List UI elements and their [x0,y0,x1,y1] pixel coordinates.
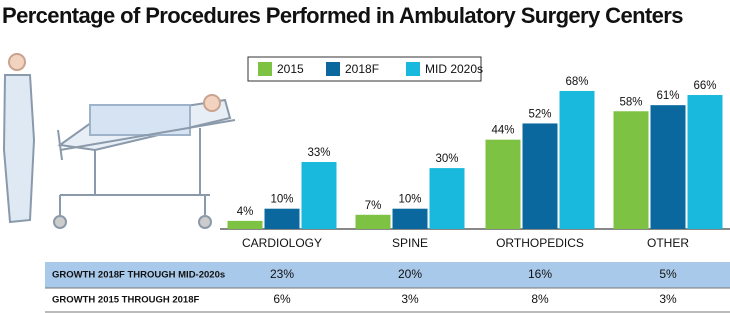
table-cell: 8% [531,292,549,306]
value-label: 66% [693,80,716,92]
bar [301,162,337,229]
legend-swatch [258,62,272,76]
table-cell: 23% [270,267,294,281]
bar [613,111,649,229]
table-cell: 5% [659,267,677,281]
bar [687,95,723,230]
value-label: 68% [565,76,588,88]
value-label: 44% [491,125,514,137]
table-row-label: GROWTH 2018F THROUGH MID-2020s [52,270,225,281]
value-label: 58% [619,96,642,108]
x-tick-label: ORTHOPEDICS [496,236,584,250]
value-label: 33% [307,147,330,159]
legend-swatch [406,62,420,76]
legend-label: MID 2020s [425,62,483,76]
bar [522,123,558,229]
legend-label: 2018F [345,62,379,76]
legend-box [247,56,482,82]
value-label: 10% [270,194,293,206]
x-tick-label: SPINE [392,236,428,250]
value-label: 10% [398,194,421,206]
bar [429,168,465,229]
table-row-bg [220,262,730,288]
table-cell: 3% [401,292,419,306]
table-cell: 3% [659,292,677,306]
value-label: 7% [365,200,382,212]
table-row-label: GROWTH 2015 THROUGH 2018F [52,295,199,306]
table-cell: 20% [398,267,422,281]
bar [264,208,300,229]
value-label: 4% [237,206,254,218]
bar [392,208,428,229]
bar [559,90,595,230]
bar [355,214,391,229]
illustration [2,53,236,229]
value-label: 61% [656,90,679,102]
table-cell: 6% [273,292,291,306]
value-label: 30% [435,153,458,165]
bar [227,220,263,229]
legend-label: 2015 [277,62,304,76]
chart-title: Percentage of Procedures Performed in Am… [2,3,683,28]
bar [650,105,686,229]
bar [485,139,521,229]
x-tick-label: CARDIOLOGY [242,236,322,250]
table-row-bg [45,262,220,288]
value-label: 52% [528,108,551,120]
x-tick-label: OTHER [647,236,689,250]
legend-swatch [326,62,340,76]
table-cell: 16% [528,267,552,281]
